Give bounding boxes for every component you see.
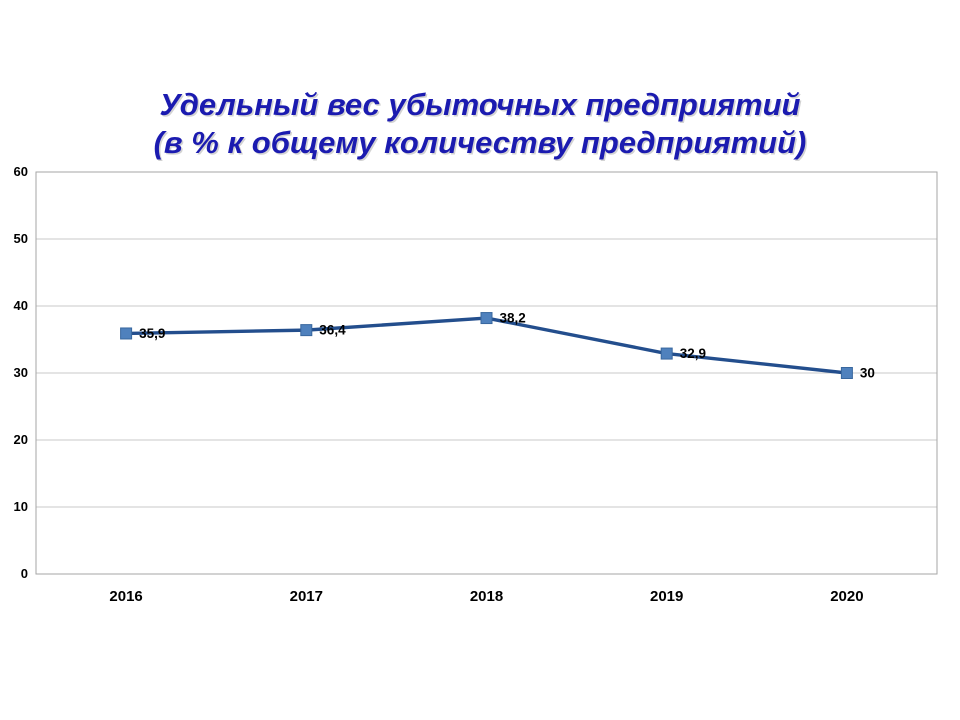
- data-point-marker-2019: [660, 347, 673, 360]
- chart-title-line2: (в % к общему количеству предприятий): [153, 125, 807, 160]
- data-point-marker-2017: [300, 324, 313, 337]
- data-label-2019: 32,9: [680, 346, 706, 361]
- x-tick-label-2020: 2020: [830, 588, 864, 605]
- data-label-2018: 38,2: [500, 311, 526, 326]
- chart-title: Удельный вес убыточных предприятий (в % …: [0, 86, 960, 162]
- y-tick-label-40: 40: [13, 298, 28, 313]
- y-tick-label-50: 50: [13, 231, 28, 246]
- x-tick-label-2016: 2016: [109, 588, 143, 605]
- data-label-2016: 35,9: [139, 326, 165, 341]
- plot-border: [35, 171, 938, 575]
- y-tick-label-60: 60: [13, 164, 28, 179]
- x-tick-label-2017: 2017: [289, 588, 323, 605]
- y-tick-label-0: 0: [20, 566, 28, 581]
- y-tick-label-10: 10: [13, 499, 28, 514]
- x-tick-label-2019: 2019: [650, 588, 684, 605]
- data-label-2020: 30: [860, 366, 875, 381]
- data-point-marker-2020: [840, 367, 853, 379]
- y-tick-label-20: 20: [13, 432, 28, 447]
- y-tick-label-30: 30: [13, 365, 28, 380]
- data-point-marker-2018: [480, 312, 493, 325]
- chart-title-line1: Удельный вес убыточных предприятий: [159, 87, 801, 122]
- x-tick-label-2018: 2018: [469, 588, 504, 605]
- data-point-marker-2016: [120, 327, 133, 340]
- series-line: [124, 316, 849, 375]
- data-label-2017: 36,4: [319, 323, 346, 338]
